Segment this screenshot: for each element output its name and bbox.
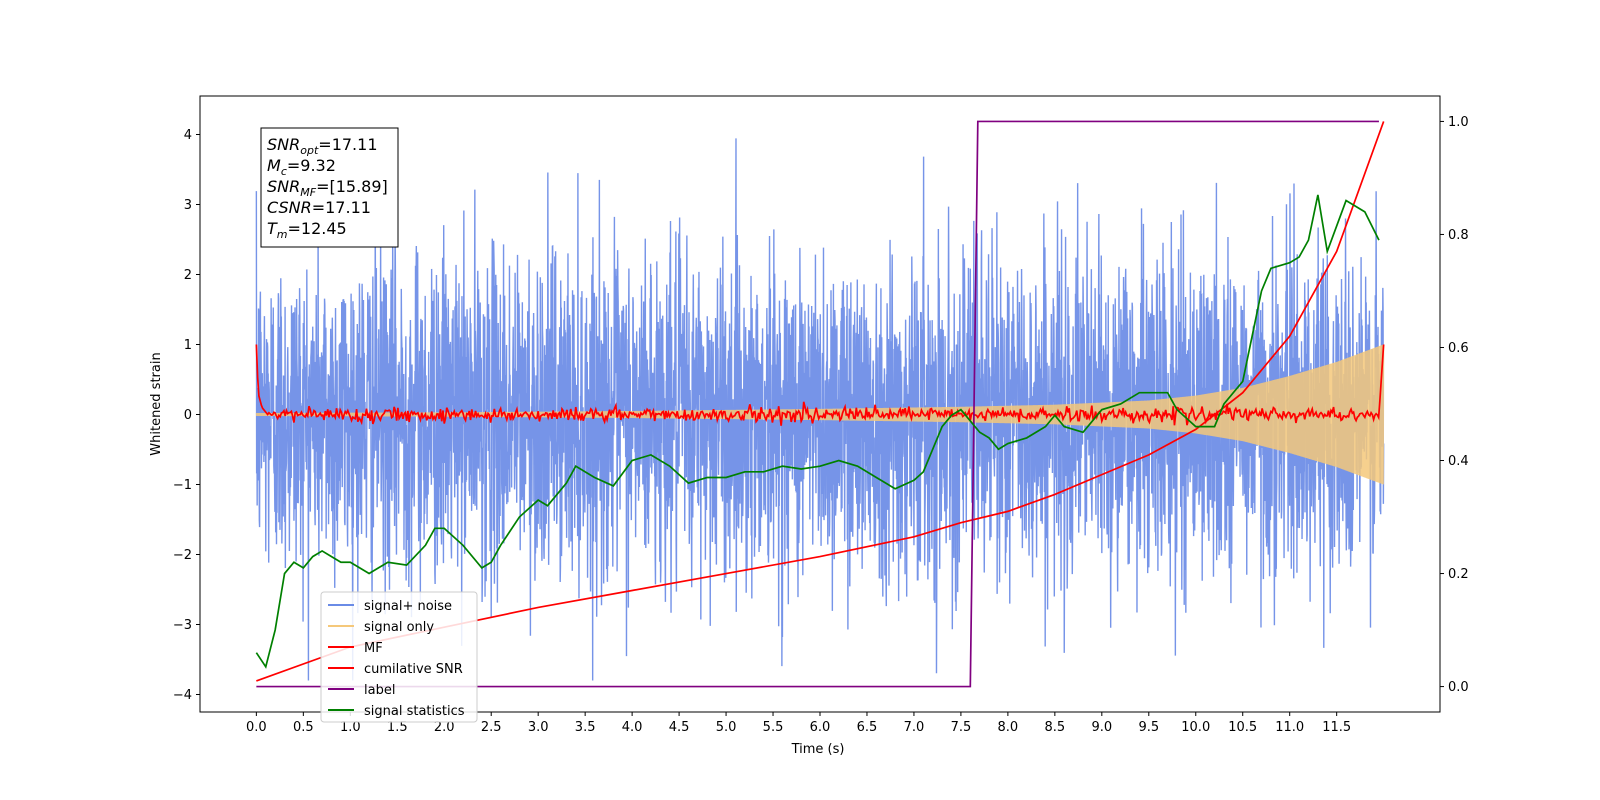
x-tick-label: 7.5 [951,720,972,735]
y2-tick-label: 0.2 [1448,567,1469,582]
legend-frame [320,591,478,723]
x-tick-label: 10.5 [1228,720,1257,735]
y-axis-right: 1.0 0.8 0.6 0.4 0.2 0.0 [1440,115,1469,695]
x-tick-label: 1.0 [340,720,361,735]
x-tick-label: 2.0 [434,720,455,735]
y2-tick-label: 0.8 [1448,228,1469,243]
y2-tick-label: 0.6 [1448,341,1469,356]
x-tick-label: 5.0 [716,720,737,735]
y-axis-left: 4 3 2 1 0 −1 −2 −3 −4 [173,128,200,703]
cumilative-snr-line [256,121,1385,682]
line-series-group [255,120,1385,688]
legend-label: signal only [364,620,434,635]
x-tick-label: 8.0 [998,720,1019,735]
y-tick-label: −4 [173,688,192,703]
x-tick-label: 4.0 [622,720,643,735]
signal-only-series [255,344,1385,485]
x-tick-label: 6.0 [810,720,831,735]
x-tick-label: 11.5 [1322,720,1351,735]
legend-label: MF [364,641,383,656]
y-tick-label: 3 [184,198,192,213]
x-tick-label: 0.0 [246,720,267,735]
y-tick-label: 0 [184,408,192,423]
x-tick-label: 0.5 [293,720,314,735]
y2-tick-label: 1.0 [1448,115,1469,130]
x-tick-label: 2.5 [481,720,502,735]
info-box-line: CSNR=17.11 [267,198,371,217]
info-box-line: Mc=9.32 [267,156,336,178]
y-tick-label: −3 [173,618,192,633]
mf-line [255,344,1385,426]
x-tick-label: 10.0 [1181,720,1210,735]
plot-area [255,120,1385,688]
y-axis-label: Whitened strain [149,352,164,455]
legend-label: signal+ noise [364,599,452,614]
y-tick-label: −2 [173,548,192,563]
x-tick-label: 6.5 [857,720,878,735]
x-tick-label: 4.5 [669,720,690,735]
legend-label: cumilative SNR [364,662,463,677]
info-box-frame [260,127,399,248]
x-tick-label: 3.5 [575,720,596,735]
x-tick-label: 8.5 [1045,720,1066,735]
y2-tick-label: 0.0 [1448,680,1469,695]
y-tick-label: 4 [184,128,192,143]
label-line [256,120,1379,688]
x-tick-label: 5.5 [763,720,784,735]
info-box-line: Tm=12.45 [267,219,347,241]
x-tick-label: 11.0 [1275,720,1304,735]
legend-label: signal statistics [364,704,465,719]
y2-tick-label: 0.4 [1448,454,1469,469]
y-tick-label: −1 [173,478,192,493]
signal-statistics-line [255,194,1380,669]
legend: signal+ noise signal only MF cumilative SNR… [320,591,478,723]
legend-label: label [364,683,395,698]
info-box: SNRopt=17.11Mc=9.32SNRMF=[15.89]CSNR=17.… [260,127,399,248]
x-tick-label: 1.5 [387,720,408,735]
info-box-line: SNRopt=17.11 [267,135,378,157]
info-box-line: SNRMF=[15.89] [267,177,388,199]
x-tick-label: 3.0 [528,720,549,735]
x-tick-label: 9.0 [1091,720,1112,735]
x-axis-label: Time (s) [791,742,845,757]
y-tick-label: 1 [184,338,192,353]
signal-only-line [255,344,1385,485]
x-axis: 0.0 0.5 1.0 1.5 2.0 2.5 3.0 3.5 4.0 4.5 5.0 5.5 6.0 6… [246,712,1351,735]
x-tick-label: 7.0 [904,720,925,735]
x-tick-label: 9.5 [1138,720,1159,735]
y-tick-label: 2 [184,268,192,283]
